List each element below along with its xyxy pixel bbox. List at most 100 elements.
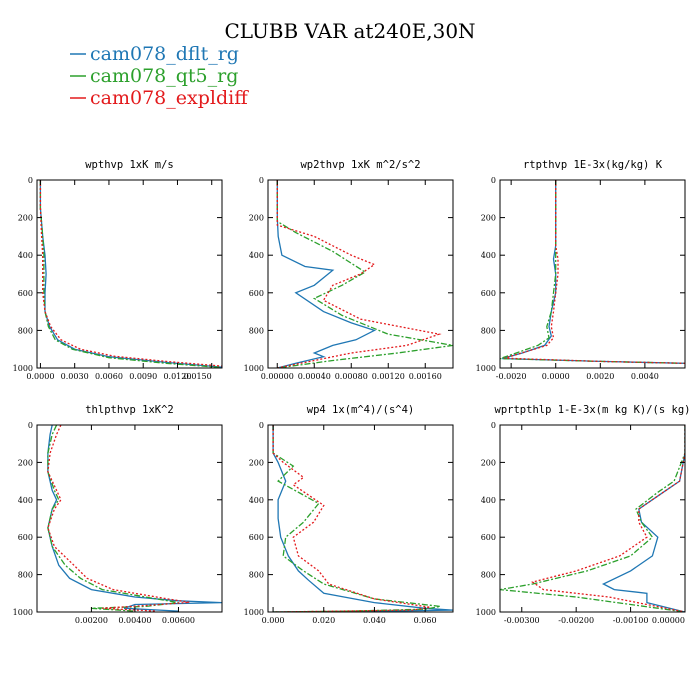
- x-tick-label: 0.00000: [261, 372, 294, 381]
- x-tick-label: 0.0120: [163, 372, 191, 381]
- panel-title: wp2thvp 1xK m^2/s^2: [300, 159, 420, 171]
- x-tick-label: 0.000: [262, 616, 285, 625]
- y-tick-label: 800: [481, 571, 496, 580]
- y-tick-label: 1000: [13, 608, 33, 617]
- y-tick-label: 800: [481, 326, 496, 335]
- x-tick-label: 0.0000: [26, 372, 54, 381]
- x-tick-label: 0.060: [414, 616, 437, 625]
- series-line: [276, 180, 377, 368]
- series-line: [39, 180, 222, 368]
- y-tick-label: 800: [249, 571, 264, 580]
- plot-frame: [36, 179, 223, 369]
- panel-title: wprtpthlp 1-E-3x(m kg K)/(s kg): [495, 404, 691, 416]
- y-tick-label: 200: [249, 214, 264, 223]
- y-tick-label: 200: [18, 458, 33, 467]
- x-tick-label: 0.00400: [118, 616, 151, 625]
- legend-entry: cam078_dflt_rg: [70, 43, 239, 65]
- plot-area: [47, 425, 222, 612]
- panel-title: wp4 1x(m^4)/(s^4): [307, 404, 414, 416]
- series-line: [276, 180, 453, 368]
- plot-frame: [36, 424, 223, 613]
- y-tick-label: 800: [249, 326, 264, 335]
- y-tick-label: 200: [18, 214, 33, 223]
- x-tick-label: 0.00600: [162, 616, 195, 625]
- series-line: [39, 180, 222, 367]
- legend-label: cam078_dflt_rg: [90, 43, 239, 65]
- y-tick-label: 600: [249, 289, 264, 298]
- x-tick-label: 0.0030: [61, 372, 89, 381]
- panel-title: thlpthvp 1xK^2: [85, 404, 174, 416]
- x-tick-label: -0.00200: [558, 616, 594, 625]
- series-line: [272, 425, 431, 612]
- series-line: [272, 425, 441, 612]
- y-tick-label: 400: [18, 251, 33, 260]
- x-tick-label: -0.0020: [496, 372, 527, 381]
- x-tick-label: 0.00040: [298, 372, 331, 381]
- x-tick-label: 0.0040: [631, 372, 659, 381]
- y-tick-label: 600: [249, 533, 264, 542]
- y-tick-label: 0: [491, 421, 496, 430]
- y-tick-label: 600: [18, 533, 33, 542]
- y-tick-label: 400: [249, 251, 264, 260]
- x-tick-label: 0.0150: [184, 372, 212, 381]
- y-tick-label: 0: [491, 176, 496, 185]
- y-tick-label: 0: [259, 176, 264, 185]
- plot-area: [276, 180, 453, 368]
- series-line: [47, 425, 190, 612]
- y-tick-label: 0: [259, 421, 264, 430]
- plot-frame: [499, 424, 686, 613]
- x-tick-label: 0.0060: [95, 372, 123, 381]
- legend-label: cam078_qt5_rg: [90, 65, 238, 87]
- legend-entry: cam078_expldiff: [70, 87, 249, 109]
- y-tick-label: 200: [249, 458, 264, 467]
- series-line: [502, 180, 685, 364]
- series-line: [47, 425, 222, 612]
- x-tick-label: 0.0090: [129, 372, 157, 381]
- y-tick-label: 0: [28, 176, 33, 185]
- x-tick-label: 0.00000: [652, 616, 685, 625]
- series-line: [601, 425, 685, 612]
- legend: cam078_dflt_rgcam078_qt5_rgcam078_expldi…: [70, 43, 249, 109]
- plot-area: [500, 425, 685, 612]
- chart-panel: wprtpthlp 1-E-3x(m kg K)/(s kg) 0 200 400 60…: [476, 404, 691, 625]
- y-tick-label: 400: [249, 496, 264, 505]
- chart-panel: wp2thvp 1xK m^2/s^2020040060080010000.00…: [244, 159, 454, 381]
- y-tick-label: 600: [481, 289, 496, 298]
- x-tick-label: 0.00160: [409, 372, 442, 381]
- x-tick-label: -0.00300: [504, 616, 540, 625]
- x-tick-label: 0.00120: [372, 372, 405, 381]
- y-tick-label: 800: [18, 326, 33, 335]
- chart-panel: thlpthvp 1xK^2 0 200 400 600 800 1000 0.00200 0.…: [13, 404, 223, 625]
- plot-frame: [267, 179, 454, 369]
- series-line: [272, 425, 453, 612]
- plot-area: [39, 180, 222, 368]
- y-tick-label: 1000: [13, 364, 33, 373]
- legend-entry: cam078_qt5_rg: [70, 65, 238, 87]
- series-line: [276, 180, 442, 368]
- y-tick-label: 1000: [476, 364, 496, 373]
- series-line: [39, 180, 222, 368]
- y-tick-label: 600: [18, 289, 33, 298]
- y-tick-label: 200: [481, 214, 496, 223]
- y-tick-label: 800: [18, 571, 33, 580]
- series-line: [47, 425, 179, 612]
- y-tick-label: 1000: [244, 364, 264, 373]
- y-tick-label: 200: [481, 458, 496, 467]
- x-tick-label: 0.040: [363, 616, 386, 625]
- x-tick-label: 0.020: [312, 616, 335, 625]
- legend-label: cam078_expldiff: [90, 87, 249, 109]
- plot-area: [500, 180, 685, 364]
- series-line: [531, 425, 685, 612]
- y-tick-label: 1000: [476, 608, 496, 617]
- y-tick-label: 400: [481, 251, 496, 260]
- y-tick-label: 0: [28, 421, 33, 430]
- plot-area: [272, 425, 453, 612]
- x-tick-label: 0.00200: [75, 616, 108, 625]
- plot-frame: [267, 424, 454, 613]
- chart-panel: rtpthvp 1E-3x(kg/kg) K 0 200 400 600 800 1000-…: [476, 159, 686, 381]
- x-tick-label: 0.0000: [542, 372, 570, 381]
